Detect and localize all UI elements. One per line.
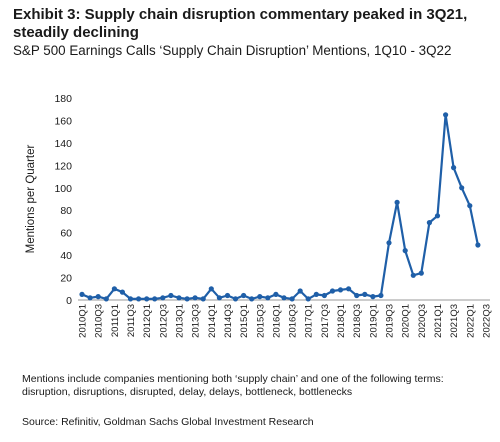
data-point <box>362 291 368 297</box>
data-point <box>346 286 352 292</box>
x-tick-label: 2022Q3 <box>481 304 492 338</box>
data-point <box>200 296 206 302</box>
chart-notes: Mentions include companies mentioning bo… <box>22 373 444 398</box>
x-tick-label: 2015Q3 <box>255 304 266 338</box>
x-tick-label: 2014Q1 <box>207 304 218 338</box>
data-point <box>402 248 408 254</box>
y-tick-label: 20 <box>60 273 72 285</box>
data-point <box>111 286 117 292</box>
data-point <box>459 185 465 191</box>
data-point <box>95 294 101 300</box>
data-point <box>394 199 400 205</box>
chart-container: 0 20 40 60 80 100 120 140 160 180 2010Q1 2010Q3 201… <box>0 80 500 380</box>
x-tick-label: 2020Q3 <box>417 304 428 338</box>
data-point <box>87 295 93 301</box>
data-point <box>273 291 279 297</box>
data-point <box>241 292 247 299</box>
series-line <box>81 113 479 300</box>
data-point <box>103 296 109 302</box>
data-point <box>152 296 158 302</box>
data-point <box>443 112 449 118</box>
x-tick-label: 2016Q1 <box>271 304 282 338</box>
x-tick-label: 2013Q1 <box>174 304 185 338</box>
data-point <box>136 296 142 302</box>
y-axis-ticks: 0 20 40 60 80 100 120 140 160 180 <box>54 93 72 307</box>
data-point <box>176 295 182 301</box>
data-point <box>216 295 222 301</box>
data-point <box>475 242 481 248</box>
data-point <box>289 296 295 302</box>
data-point <box>386 240 392 246</box>
x-tick-label: 2015Q1 <box>239 304 250 338</box>
data-point <box>354 292 360 299</box>
data-point <box>265 295 271 301</box>
data-point <box>426 220 432 226</box>
data-point <box>232 296 239 302</box>
x-tick-label: 2012Q3 <box>158 304 169 338</box>
data-point <box>378 292 384 299</box>
y-axis-label: Mentions per Quarter <box>25 145 37 254</box>
x-axis-ticks: 2010Q1 2010Q3 2011Q1 2011Q3 2012Q1 2012Q3 2013… <box>78 304 493 338</box>
data-point <box>127 296 134 302</box>
y-tick-label: 60 <box>60 228 72 240</box>
data-point <box>410 272 416 278</box>
x-tick-label: 2021Q1 <box>433 304 444 338</box>
y-tick-label: 40 <box>60 250 72 262</box>
data-point <box>451 165 457 171</box>
data-point <box>281 295 287 301</box>
data-point <box>370 294 376 300</box>
data-point <box>313 291 319 297</box>
data-point <box>160 295 166 301</box>
data-point <box>168 292 174 299</box>
y-tick-label: 160 <box>54 115 72 127</box>
y-tick-label: 180 <box>54 93 72 105</box>
data-point <box>249 296 255 302</box>
x-tick-label: 2018Q1 <box>336 304 347 338</box>
x-tick-label: 2018Q3 <box>352 304 363 338</box>
y-tick-label: 80 <box>60 205 72 217</box>
x-tick-label: 2013Q3 <box>191 304 202 338</box>
data-point <box>467 203 473 209</box>
x-tick-label: 2011Q3 <box>126 304 137 337</box>
exhibit-title: Exhibit 3: Supply chain disruption comme… <box>13 6 468 41</box>
x-tick-label: 2021Q3 <box>449 304 460 338</box>
series-mentions <box>79 112 481 302</box>
data-point <box>224 292 231 299</box>
data-point <box>418 270 424 276</box>
data-point <box>337 287 344 293</box>
y-tick-label: 140 <box>54 138 72 150</box>
x-tick-label: 2017Q3 <box>320 304 331 338</box>
x-tick-label: 2011Q1 <box>110 304 121 337</box>
x-tick-label: 2020Q1 <box>401 304 412 338</box>
chart-source: Source: Refinitiv, Goldman Sachs Global … <box>22 416 314 428</box>
data-point <box>192 295 198 301</box>
data-point <box>297 288 303 294</box>
x-tick-label: 2019Q3 <box>385 304 396 338</box>
y-tick-label: 120 <box>54 160 72 172</box>
x-tick-label: 2010Q3 <box>94 304 105 338</box>
data-point <box>79 291 85 297</box>
x-tick-label: 2022Q1 <box>465 304 476 338</box>
data-point <box>119 289 125 295</box>
x-tick-label: 2010Q1 <box>78 304 89 338</box>
data-point <box>184 296 190 302</box>
data-point <box>329 288 336 294</box>
data-point <box>144 296 150 302</box>
data-point <box>434 213 441 219</box>
data-point <box>321 292 327 299</box>
x-tick-label: 2014Q3 <box>223 304 234 338</box>
x-tick-label: 2019Q1 <box>368 304 379 338</box>
data-point <box>208 286 214 292</box>
exhibit-subtitle: S&P 500 Earnings Calls ‘Supply Chain Dis… <box>13 43 452 58</box>
data-point <box>305 296 311 302</box>
y-tick-label: 0 <box>66 295 72 307</box>
x-tick-label: 2017Q1 <box>304 304 315 338</box>
x-tick-label: 2012Q1 <box>142 304 153 338</box>
x-tick-label: 2016Q3 <box>288 304 299 338</box>
y-tick-label: 100 <box>54 183 72 195</box>
data-point <box>257 294 263 300</box>
